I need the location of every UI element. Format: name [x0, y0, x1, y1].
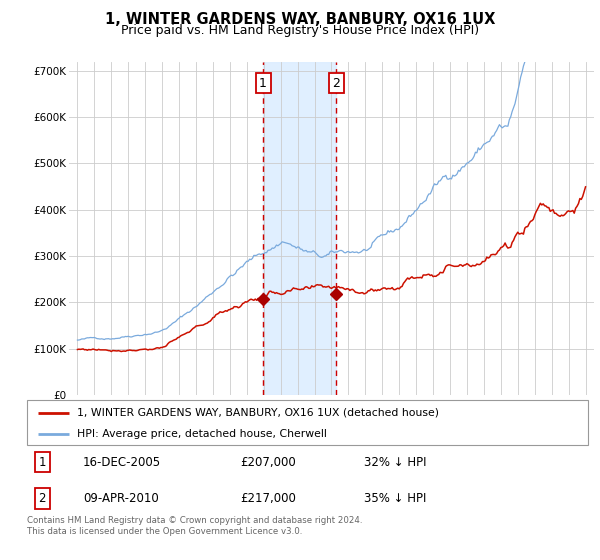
Text: 35% ↓ HPI: 35% ↓ HPI — [364, 492, 426, 505]
Text: Price paid vs. HM Land Registry's House Price Index (HPI): Price paid vs. HM Land Registry's House … — [121, 24, 479, 36]
Text: 2: 2 — [332, 77, 340, 90]
Text: 1: 1 — [259, 77, 267, 90]
Bar — [263, 62, 336, 395]
Text: 2: 2 — [38, 492, 46, 505]
Text: £217,000: £217,000 — [240, 492, 296, 505]
Text: Contains HM Land Registry data © Crown copyright and database right 2024.
This d: Contains HM Land Registry data © Crown c… — [27, 516, 362, 536]
Text: 09-APR-2010: 09-APR-2010 — [83, 492, 159, 505]
Text: £207,000: £207,000 — [240, 456, 296, 469]
Text: 1, WINTER GARDENS WAY, BANBURY, OX16 1UX (detached house): 1, WINTER GARDENS WAY, BANBURY, OX16 1UX… — [77, 408, 439, 418]
Text: 32% ↓ HPI: 32% ↓ HPI — [364, 456, 426, 469]
Text: 16-DEC-2005: 16-DEC-2005 — [83, 456, 161, 469]
Text: HPI: Average price, detached house, Cherwell: HPI: Average price, detached house, Cher… — [77, 429, 328, 439]
Text: 1, WINTER GARDENS WAY, BANBURY, OX16 1UX: 1, WINTER GARDENS WAY, BANBURY, OX16 1UX — [105, 12, 495, 27]
Text: 1: 1 — [38, 456, 46, 469]
